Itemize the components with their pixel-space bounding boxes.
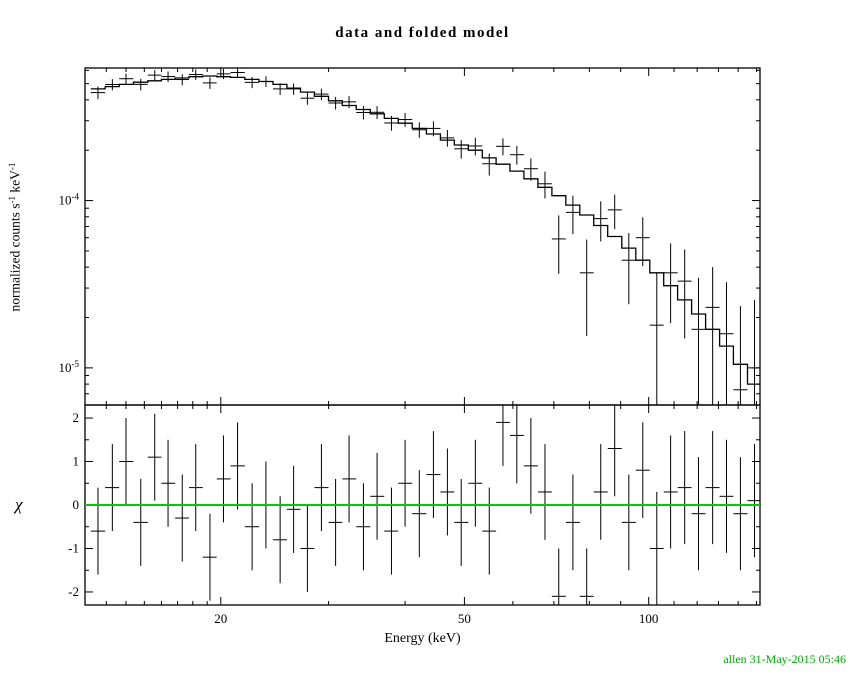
x-tick-label: 20: [214, 611, 227, 626]
y-tick-label: -2: [68, 584, 79, 599]
axis-ticks: [85, 68, 760, 605]
folded-model-step-line: [90, 75, 760, 385]
x-tick-label: 100: [639, 611, 659, 626]
x-tick-label: 50: [458, 611, 471, 626]
top-panel-frame: [84, 67, 761, 406]
plot-title: data and folded model: [335, 25, 510, 41]
y-axis-label-chi: χ: [15, 495, 23, 514]
y-axis-label-counts: normalized counts s-1 keV-1: [7, 162, 23, 312]
y-tick-label: 10-4: [59, 192, 80, 208]
y-tick-label: -1: [68, 540, 79, 555]
chi-residual-errorbars: [90, 405, 760, 605]
y-tick-label: 0: [73, 497, 80, 512]
y-tick-label: 1: [73, 454, 80, 469]
y-tick-label: 10-5: [59, 359, 80, 375]
tick-labels: 20 50 100 10-4 10-5 -2 -1 0 1 2: [59, 192, 659, 626]
timestamp-label: allen 31-May-2015 05:46: [723, 652, 846, 666]
y-tick-label: 2: [73, 410, 80, 425]
spectrum-data-errorbars: [90, 68, 760, 405]
x-axis-label: Energy (keV): [384, 631, 461, 646]
